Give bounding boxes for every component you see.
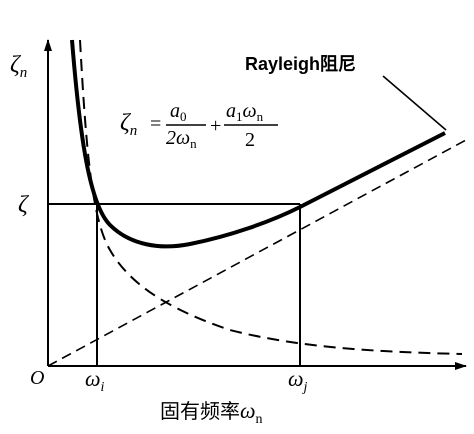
zeta-label: ζ (18, 192, 30, 218)
origin-label: O (30, 367, 44, 389)
subscript: n (256, 412, 263, 427)
equals: = (150, 113, 161, 135)
formula-lhs: ζn (120, 110, 137, 139)
formula: ζn = a0 2ωn + a1ωn 2 (120, 100, 278, 151)
subscript: i (101, 380, 105, 395)
omega-j-label: ωj (288, 366, 308, 395)
term1-numerator: a0 (170, 100, 187, 124)
x-axis-label: 固有频率ωn (160, 398, 263, 427)
term2-denominator: 2 (245, 129, 255, 151)
subscript: 1 (236, 109, 243, 124)
symbol: ζ (10, 52, 22, 78)
y-axis-label: ζn (10, 52, 27, 81)
mass-term (79, 39, 463, 355)
subscript: n (257, 109, 264, 124)
subscript: n (190, 136, 197, 151)
term1-denominator: 2ωn (166, 127, 197, 151)
symbol: a (226, 100, 236, 122)
subscript: n (20, 65, 28, 81)
leader-line (382, 75, 447, 131)
symbol: ω (85, 366, 101, 391)
term2-numerator: a1ωn (226, 100, 264, 124)
plus: + (210, 115, 221, 137)
symbol: ζ (120, 110, 132, 136)
subscript: 0 (180, 109, 187, 124)
subscript: j (302, 380, 308, 395)
symbol: 2ω (166, 127, 190, 149)
symbol: ω (240, 398, 256, 423)
symbol: ω (288, 366, 304, 391)
curve-label: Rayleigh阻尼 (245, 54, 356, 74)
subscript: n (130, 123, 138, 139)
omega-i-label: ωi (85, 366, 105, 395)
text: 固有频率 (160, 400, 240, 423)
symbol: a (170, 100, 180, 122)
symbol: ω (243, 100, 257, 122)
rayleigh-curve (70, 39, 446, 249)
